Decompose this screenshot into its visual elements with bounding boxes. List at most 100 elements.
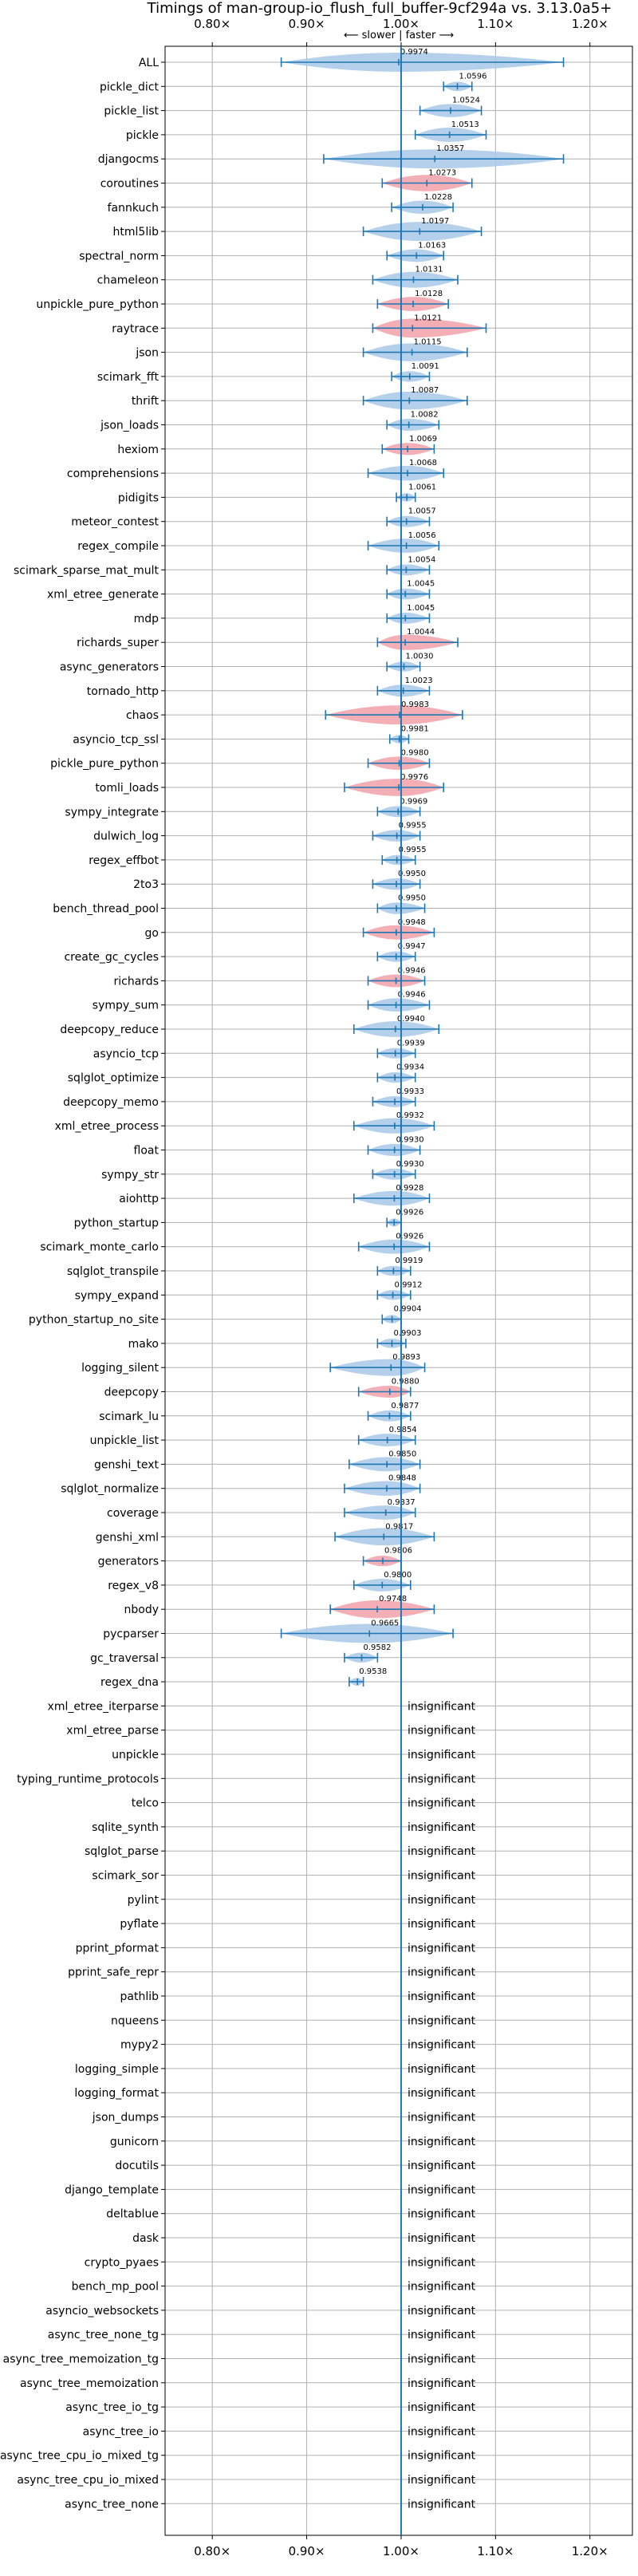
- benchmark-name: deepcopy: [104, 1387, 159, 1399]
- insignificant-label: insignificant: [408, 1821, 476, 1834]
- value-label: 0.9880: [392, 1378, 419, 1387]
- insignificant-label: insignificant: [408, 2353, 476, 2366]
- insignificant-label: insignificant: [408, 1918, 476, 1931]
- benchmark-name: chaos: [126, 709, 159, 722]
- value-label: 0.9969: [400, 797, 427, 806]
- x-tick-label-bottom: 1.00×: [383, 2544, 419, 2558]
- benchmark-name: nqueens: [111, 2014, 159, 2027]
- benchmark-name: genshi_text: [94, 1458, 160, 1471]
- value-label: 1.0596: [459, 72, 487, 81]
- value-label: 1.0513: [451, 120, 479, 129]
- chart-title: Timings of man-group-io_flush_full_buffe…: [147, 0, 612, 17]
- benchmark-name: pycparser: [103, 1628, 159, 1641]
- benchmark-name: pickle_pure_python: [50, 758, 159, 771]
- benchmark-name: python_startup: [74, 1217, 159, 1229]
- x-tick-label-top: 1.10×: [477, 17, 514, 31]
- value-label: 1.0054: [408, 555, 435, 564]
- value-label: 1.0044: [407, 628, 435, 637]
- benchmark-name: tomli_loads: [95, 782, 159, 795]
- benchmark-name: sympy_sum: [93, 1000, 159, 1012]
- benchmark-name: regex_effbot: [89, 854, 159, 867]
- value-label: 1.0069: [409, 435, 437, 444]
- benchmark-name: sqlglot_optimize: [68, 1072, 159, 1085]
- value-label: 1.0082: [411, 411, 439, 420]
- value-label: 0.9538: [359, 1667, 387, 1676]
- benchmark-name: bench_thread_pool: [53, 903, 159, 916]
- benchmark-name: async_tree_cpu_io_mixed: [17, 2474, 159, 2487]
- benchmark-name: json_loads: [100, 420, 159, 432]
- value-label: 0.9919: [395, 1256, 423, 1265]
- value-label: 1.0524: [452, 97, 480, 105]
- benchmark-name: djangocms: [98, 153, 159, 166]
- insignificant-label: insignificant: [408, 1797, 476, 1810]
- value-label: 1.0128: [415, 290, 443, 298]
- insignificant-label: insignificant: [408, 2305, 476, 2318]
- value-label: 0.9748: [379, 1595, 407, 1604]
- insignificant-label: insignificant: [408, 2039, 476, 2052]
- benchmark-name: crypto_pyaes: [85, 2256, 159, 2269]
- benchmark-name: xml_etree_parse: [66, 1725, 159, 1738]
- benchmark-name: aiohttp: [119, 1193, 159, 1205]
- benchmark-name: async_tree_none_tg: [48, 2329, 159, 2341]
- insignificant-label: insignificant: [408, 2136, 476, 2148]
- benchmark-name: generators: [98, 1556, 159, 1568]
- benchmark-name: regex_compile: [77, 540, 159, 553]
- insignificant-label: insignificant: [408, 2474, 476, 2487]
- insignificant-label: insignificant: [408, 2112, 476, 2124]
- benchmark-name: scimark_sparse_mat_mult: [14, 564, 159, 577]
- benchmark-name: deepcopy_reduce: [60, 1024, 159, 1036]
- insignificant-label: insignificant: [408, 1894, 476, 1907]
- benchmark-name: spectral_norm: [79, 250, 159, 262]
- benchmark-name: pathlib: [120, 1990, 160, 2003]
- benchmark-name: coroutines: [100, 178, 159, 191]
- value-label: 0.9980: [401, 749, 429, 758]
- benchmark-name: python_startup_no_site: [29, 1314, 159, 1327]
- value-label: 1.0228: [424, 193, 452, 202]
- benchmark-name: comprehensions: [67, 467, 159, 480]
- benchmark-name: create_gc_cycles: [64, 951, 159, 964]
- value-label: 0.9955: [399, 846, 427, 854]
- benchmark-name: raytrace: [112, 322, 159, 335]
- insignificant-label: insignificant: [408, 2377, 476, 2390]
- insignificant-label: insignificant: [408, 1749, 476, 1761]
- benchmark-name: regex_v8: [108, 1580, 159, 1592]
- x-tick-label-bottom: 0.80×: [194, 2544, 230, 2558]
- value-label: 1.0030: [406, 653, 434, 661]
- insignificant-label: insignificant: [408, 2208, 476, 2221]
- benchmark-name: xml_etree_iterparse: [48, 1700, 159, 1713]
- value-label: 0.9800: [384, 1571, 412, 1580]
- benchmark-name: asyncio_websockets: [45, 2305, 159, 2318]
- benchmark-name: regex_dna: [100, 1676, 159, 1689]
- benchmark-name: sqlite_synth: [92, 1821, 159, 1834]
- value-label: 0.9930: [396, 1136, 424, 1145]
- value-label: 1.0087: [411, 386, 439, 395]
- benchmark-name: hexiom: [117, 444, 159, 456]
- value-label: 0.9665: [371, 1619, 399, 1628]
- value-label: 0.9983: [401, 700, 429, 709]
- value-label: 1.0163: [418, 241, 446, 250]
- benchmark-name: sqlglot_normalize: [61, 1483, 159, 1496]
- label-layer: ALL 0.9974 pickle_dict 1.0596 pickle_list 1.0…: [0, 48, 487, 2511]
- value-label: 0.9948: [398, 918, 426, 927]
- value-label: 1.0131: [415, 266, 443, 274]
- benchmark-name: chameleon: [97, 274, 159, 287]
- benchmark-name: unpickle_pure_python: [36, 298, 159, 311]
- value-label: 0.9912: [395, 1280, 423, 1289]
- benchmark-name: json_dumps: [92, 2112, 159, 2124]
- benchmark-name: scimark_sor: [92, 1870, 159, 1883]
- benchmark-name: telco: [132, 1797, 159, 1810]
- benchmark-name: docutils: [115, 2160, 159, 2172]
- value-label: 1.0045: [407, 604, 435, 613]
- value-label: 0.9981: [401, 724, 429, 733]
- benchmark-name: sympy_str: [101, 1169, 159, 1181]
- benchmark-name: logging_simple: [75, 2063, 159, 2076]
- axis-layer: 0.80× 0.80× 0.90× 0.90× 1.00× 1.00× 1.10× 1.10×…: [161, 17, 608, 2558]
- value-label: 0.9933: [396, 1087, 424, 1096]
- insignificant-label: insignificant: [408, 1942, 476, 1955]
- x-tick-label-top: 0.90×: [289, 17, 325, 31]
- benchmark-name: pyflate: [120, 1918, 159, 1931]
- benchmark-name: dulwich_log: [93, 830, 159, 843]
- benchmark-name: typing_runtime_protocols: [17, 1773, 159, 1785]
- value-label: 0.9877: [391, 1402, 419, 1410]
- insignificant-label: insignificant: [408, 1700, 476, 1713]
